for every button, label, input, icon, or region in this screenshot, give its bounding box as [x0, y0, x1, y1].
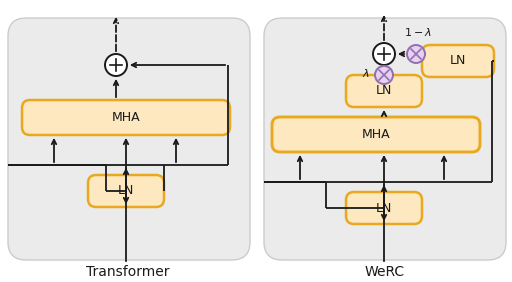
FancyBboxPatch shape — [8, 18, 250, 260]
Text: LN: LN — [118, 184, 134, 197]
Text: WeRC: WeRC — [365, 265, 405, 279]
Text: LN: LN — [376, 85, 392, 98]
Circle shape — [373, 43, 395, 65]
FancyBboxPatch shape — [346, 75, 422, 107]
Text: MHA: MHA — [112, 111, 140, 124]
Text: LN: LN — [376, 202, 392, 215]
Text: MHA: MHA — [361, 128, 390, 141]
FancyBboxPatch shape — [272, 117, 480, 152]
Text: $\lambda$: $\lambda$ — [362, 67, 370, 79]
Text: $1-\lambda$: $1-\lambda$ — [404, 26, 432, 38]
FancyBboxPatch shape — [22, 100, 230, 135]
FancyBboxPatch shape — [346, 192, 422, 224]
FancyBboxPatch shape — [88, 175, 164, 207]
Text: Transformer: Transformer — [86, 265, 170, 279]
FancyBboxPatch shape — [422, 45, 494, 77]
Text: LN: LN — [450, 54, 466, 67]
Circle shape — [407, 45, 425, 63]
Circle shape — [375, 66, 393, 84]
Circle shape — [105, 54, 127, 76]
FancyBboxPatch shape — [264, 18, 506, 260]
